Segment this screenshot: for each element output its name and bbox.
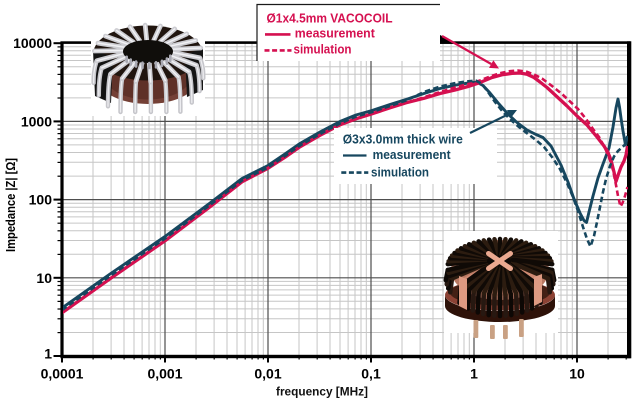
svg-text:measurement: measurement xyxy=(295,26,376,41)
svg-text:0,01: 0,01 xyxy=(254,366,281,382)
svg-text:10000: 10000 xyxy=(13,35,52,51)
svg-text:measurement: measurement xyxy=(373,147,452,162)
svg-text:Impedance |Z| [Ω]: Impedance |Z| [Ω] xyxy=(4,158,18,252)
svg-text:0,0001: 0,0001 xyxy=(41,366,84,382)
svg-text:simulation: simulation xyxy=(371,165,429,180)
svg-text:10: 10 xyxy=(569,366,585,382)
svg-text:0,1: 0,1 xyxy=(361,366,381,382)
svg-text:0,001: 0,001 xyxy=(147,366,182,382)
svg-text:1: 1 xyxy=(44,346,52,362)
svg-text:simulation: simulation xyxy=(294,41,352,56)
svg-text:10: 10 xyxy=(36,270,52,286)
svg-text:Ø1x4.5mm VACOCOIL: Ø1x4.5mm VACOCOIL xyxy=(267,11,393,26)
svg-text:Ø3x3.0mm thick wire: Ø3x3.0mm thick wire xyxy=(343,132,463,147)
svg-text:100: 100 xyxy=(29,192,53,208)
svg-text:1: 1 xyxy=(470,366,478,382)
svg-text:1000: 1000 xyxy=(21,113,52,129)
svg-text:frequency [MHz]: frequency [MHz] xyxy=(276,385,368,399)
